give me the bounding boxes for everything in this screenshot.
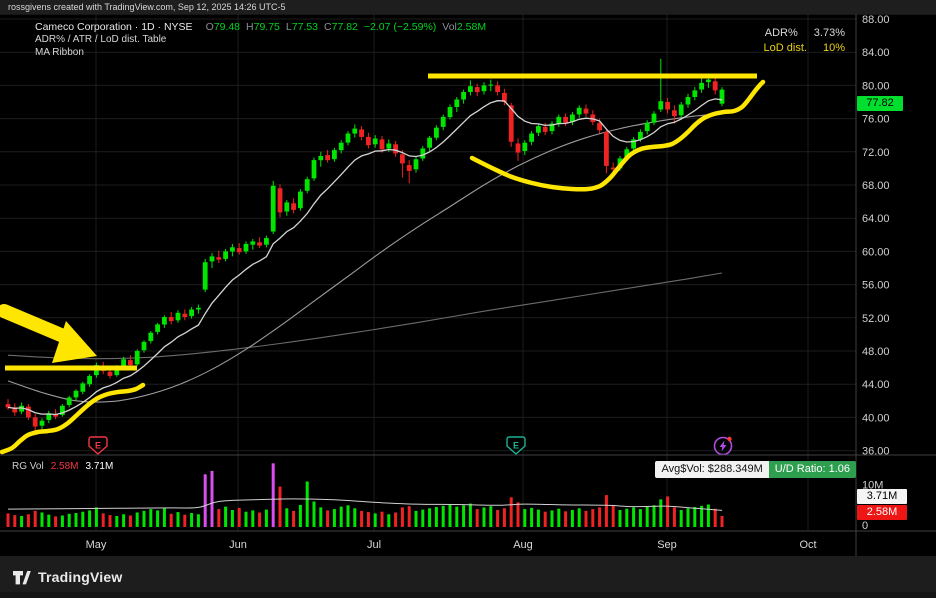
svg-text:Jun: Jun xyxy=(229,539,247,551)
event-icon-purple[interactable] xyxy=(713,436,733,456)
svg-text:72.00: 72.00 xyxy=(862,147,890,159)
avg-dollar-volume-badge: Avg$Vol: $288.349M xyxy=(655,461,769,478)
svg-text:80.00: 80.00 xyxy=(862,80,890,92)
ma-mid-line xyxy=(7,113,723,403)
current-volume-axis-label: 2.58M xyxy=(857,505,907,520)
pane-separators xyxy=(0,13,936,556)
yellow-curve-right xyxy=(469,79,766,192)
svg-text:64.00: 64.00 xyxy=(862,213,890,225)
volume-ma xyxy=(7,498,723,511)
indicator-legend-adr-table[interactable]: ADR% / ATR / LoD dist. Table xyxy=(35,34,167,45)
earnings-icon-teal[interactable]: E xyxy=(506,436,526,455)
tradingview-brand-text[interactable]: TradingView xyxy=(38,569,123,585)
close-label: C xyxy=(324,21,332,33)
avg-volume-axis-label: 3.71M xyxy=(857,489,907,504)
volume-stats-badges: Avg$Vol: $288.349M U/D Ratio: 1.06 xyxy=(655,461,856,478)
svg-text:10M: 10M xyxy=(862,480,883,492)
time-axis-labels[interactable]: May Jun Jul Aug Sep Oct xyxy=(86,539,817,551)
svg-text:44.00: 44.00 xyxy=(862,379,890,391)
high-value: 79.75 xyxy=(253,21,280,33)
high-label: H xyxy=(246,21,254,33)
ma-slow-line xyxy=(7,272,723,360)
volume-value: 2.58M xyxy=(456,21,487,33)
footer-strip xyxy=(0,592,936,598)
svg-text:60.00: 60.00 xyxy=(862,246,890,258)
volume-bars xyxy=(6,463,724,528)
candlesticks xyxy=(5,58,725,431)
ma-ribbon xyxy=(7,113,723,403)
earnings-icon-red[interactable]: E xyxy=(88,436,108,455)
rg-vol-average: 3.71M xyxy=(85,461,114,472)
yellow-annotations[interactable] xyxy=(0,73,766,455)
ma-fast-line xyxy=(7,98,723,416)
rg-vol-current: 2.58M xyxy=(50,461,79,472)
svg-text:76.00: 76.00 xyxy=(862,114,890,126)
footer-bar: TradingView xyxy=(0,556,936,598)
lod-dist-label: LoD dist. xyxy=(763,42,807,54)
rg-vol-title: RG Vol xyxy=(12,461,44,472)
close-value: 77.82 xyxy=(331,21,358,33)
svg-text:0: 0 xyxy=(862,520,868,532)
yellow-arrow-shaft xyxy=(0,304,75,345)
yellow-curve-left xyxy=(0,382,146,455)
yellow-arrow-head xyxy=(52,321,97,363)
gridlines xyxy=(0,14,856,531)
svg-text:E: E xyxy=(95,441,101,451)
symbol-title: Cameco Corporation · 1D · NYSE xyxy=(35,21,193,33)
ud-ratio-badge: U/D Ratio: 1.06 xyxy=(768,461,856,478)
open-value: 79.48 xyxy=(213,21,241,33)
adr-value: 3.73% xyxy=(813,27,845,39)
svg-text:84.00: 84.00 xyxy=(862,47,890,59)
adr-stats-table: ADR% 3.73% LoD dist. 10% xyxy=(764,26,845,56)
volume-label: Vol xyxy=(442,21,457,33)
watermark-text: rossgivens created with TradingView.com,… xyxy=(8,2,286,12)
change-value: −2.07 (−2.59%) xyxy=(363,21,437,33)
svg-text:E: E xyxy=(513,441,519,451)
price-axis-labels[interactable]: 88.00 84.00 80.00 76.00 72.00 68.00 64.00 60.00… xyxy=(862,14,890,532)
svg-text:88.00: 88.00 xyxy=(862,14,890,26)
last-price-label: 77.82 xyxy=(857,96,903,111)
svg-text:68.00: 68.00 xyxy=(862,180,890,192)
svg-text:48.00: 48.00 xyxy=(862,346,890,358)
svg-text:52.00: 52.00 xyxy=(862,313,890,325)
low-label: L xyxy=(285,21,292,33)
svg-text:56.00: 56.00 xyxy=(862,280,890,292)
status-bar: rossgivens created with TradingView.com,… xyxy=(0,0,936,14)
svg-text:36.00: 36.00 xyxy=(862,446,890,458)
tradingview-logo-icon[interactable] xyxy=(12,568,31,587)
ma-fast xyxy=(7,98,723,416)
adr-label: ADR% xyxy=(764,27,798,39)
svg-text:40.00: 40.00 xyxy=(862,412,890,424)
event-alert-dot xyxy=(727,436,732,442)
svg-text:Sep: Sep xyxy=(657,539,677,551)
volume-ma-line xyxy=(7,498,723,511)
svg-text:Jul: Jul xyxy=(367,539,381,551)
volume-pane-legend[interactable]: RG Vol 2.58M 3.71M xyxy=(12,461,113,472)
svg-text:May: May xyxy=(86,539,107,551)
indicator-legend-ma-ribbon[interactable]: MA Ribbon xyxy=(35,46,84,58)
open-label: O xyxy=(205,21,214,33)
lod-dist-value: 10% xyxy=(822,42,845,54)
svg-text:Oct: Oct xyxy=(799,539,816,551)
low-value: 77.53 xyxy=(291,21,319,33)
svg-text:Aug: Aug xyxy=(513,539,533,551)
